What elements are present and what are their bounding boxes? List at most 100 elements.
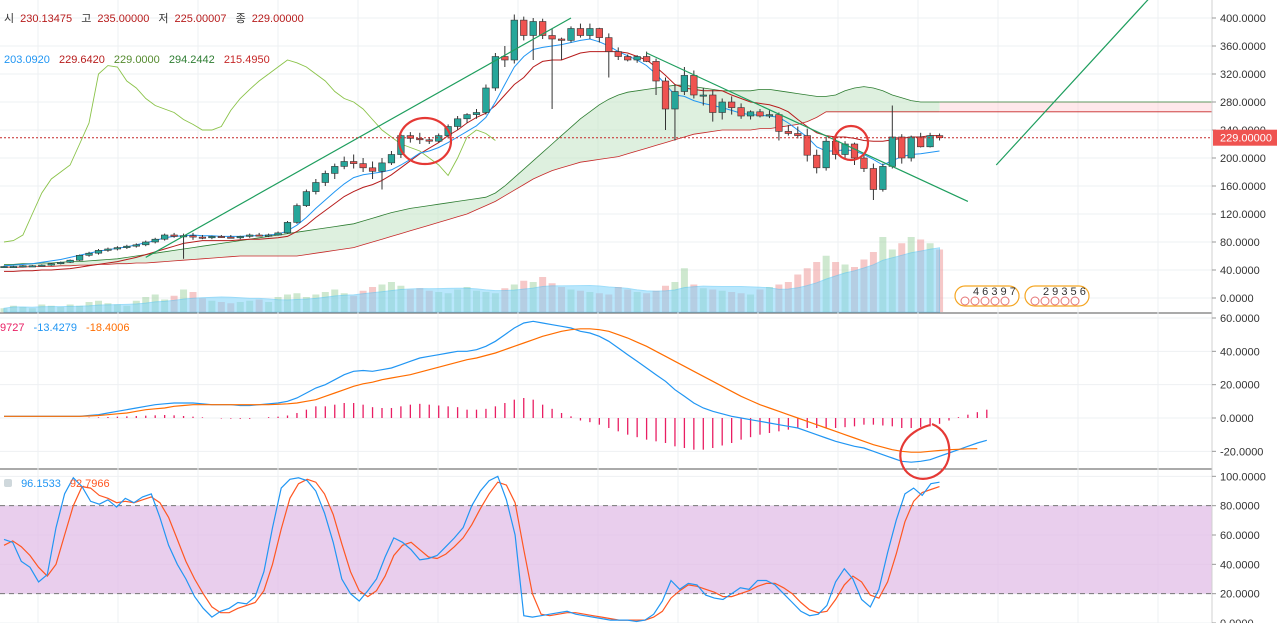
candle-body [435, 135, 443, 142]
last-price-tag-label: 229.00000 [1220, 133, 1272, 145]
candle-body [860, 157, 868, 169]
volume-layer [0, 237, 944, 313]
kijun-line [4, 51, 940, 272]
signal-line [4, 328, 978, 453]
candle-body [586, 28, 594, 36]
axis-tick-label: 40.0000 [1220, 559, 1260, 571]
close-label: 종 [235, 13, 246, 25]
axis-tick-label: 80.0000 [1220, 501, 1260, 513]
candle-body [217, 236, 225, 238]
volume-badge-label: 4 6 3 9 7 [973, 286, 1016, 298]
low-value: 225.00007 [174, 13, 227, 25]
candle-body [264, 234, 273, 237]
candle-body [453, 118, 462, 127]
candle-body [66, 259, 74, 263]
candle-body [671, 91, 679, 110]
candle-body [917, 136, 925, 148]
stoch-k-value: 96.1533 [21, 478, 61, 490]
badge-ring [1040, 296, 1050, 306]
candle-body [321, 173, 329, 183]
ichimoku-value-3: 229.0000 [113, 54, 160, 66]
candle-body [9, 266, 18, 269]
candle-body [728, 101, 736, 108]
ichimoku-value-4: 294.2442 [168, 54, 215, 66]
axis-tick-label: 60.0000 [1220, 313, 1260, 325]
candle-body [680, 75, 688, 92]
candle-body [340, 161, 348, 167]
candle-body [94, 250, 103, 254]
candle-body [879, 166, 887, 190]
candle-body [746, 111, 755, 117]
axis-tick-label: -20.0000 [1220, 446, 1263, 458]
candle-body [624, 56, 632, 61]
candle-body [898, 136, 906, 159]
span-a-line [4, 84, 940, 265]
candle-body [794, 133, 802, 136]
annotation-circle [397, 116, 453, 166]
ichimoku-value-5: 215.4950 [223, 54, 270, 66]
indicator-lines-layer [3, 38, 1212, 272]
badge-ring [1060, 296, 1070, 306]
candle-body [132, 244, 140, 247]
candle-body [57, 261, 65, 264]
candle-body [189, 235, 197, 238]
macd-value-3: -18.4006 [86, 322, 130, 334]
candle-body [274, 232, 282, 236]
candle-body [397, 135, 405, 155]
trendline [646, 52, 969, 202]
candle-body [406, 135, 414, 139]
candle-body [765, 114, 774, 117]
volume-badge-label: 2 9 3 5 6 [1043, 286, 1086, 298]
candle-body [151, 238, 159, 243]
badge-ring [990, 296, 1000, 306]
annotations-layer [397, 116, 951, 480]
candle-body [76, 255, 84, 261]
candle-body [529, 21, 537, 36]
stoch-settings-icon[interactable] [4, 479, 12, 487]
ichimoku-value-2: 229.6420 [58, 54, 105, 66]
axis-tick-label: 0.0000 [1220, 413, 1254, 425]
candle-body [614, 51, 622, 57]
candle-body [85, 252, 93, 256]
candle-body [605, 37, 613, 52]
volume-ma-area [3, 247, 941, 313]
close-value: 229.00000 [251, 13, 304, 25]
candle-body [463, 114, 471, 120]
candle-body [813, 154, 821, 169]
badge-ring [1070, 296, 1080, 306]
candle-body [690, 75, 698, 96]
high-label: 고 [81, 13, 92, 25]
candle-body [208, 236, 216, 239]
badge-ring [1030, 296, 1040, 306]
macd-line [4, 320, 987, 463]
candle-body [283, 222, 292, 234]
badge-ring [1000, 296, 1010, 306]
candle-body [784, 131, 792, 134]
candle-body [387, 154, 396, 164]
candle-body [567, 28, 575, 41]
span-b-line [4, 111, 940, 268]
badge-ring [960, 296, 970, 306]
annotation-circle [899, 422, 951, 480]
last-price-tag [1213, 129, 1277, 146]
candle-body [161, 234, 169, 240]
axis-tick-label: 100.0000 [1220, 471, 1266, 483]
axis-tick-label: 120.0000 [1220, 209, 1266, 221]
axis-tick-label: 20.0000 [1220, 589, 1260, 601]
candle-body [803, 135, 811, 156]
candle-body [472, 112, 481, 115]
axis-tick-label: 40.0000 [1220, 346, 1260, 358]
stoch-d-value: 92.7966 [69, 478, 110, 490]
badge-ring [1050, 296, 1060, 306]
candle-body [491, 56, 500, 89]
axis-tick-label: 0.0000 [1220, 293, 1254, 305]
stoch-band [0, 505, 1212, 594]
trendlines-layer [145, 0, 1149, 258]
axis-tick-label: 60.0000 [1220, 530, 1260, 542]
open-label: 시 [4, 13, 15, 25]
macd-value-2: -13.4279 [33, 322, 77, 334]
ichimoku-cloud-future [939, 102, 1212, 112]
candle-body [227, 236, 235, 239]
high-value: 235.00000 [97, 13, 150, 25]
